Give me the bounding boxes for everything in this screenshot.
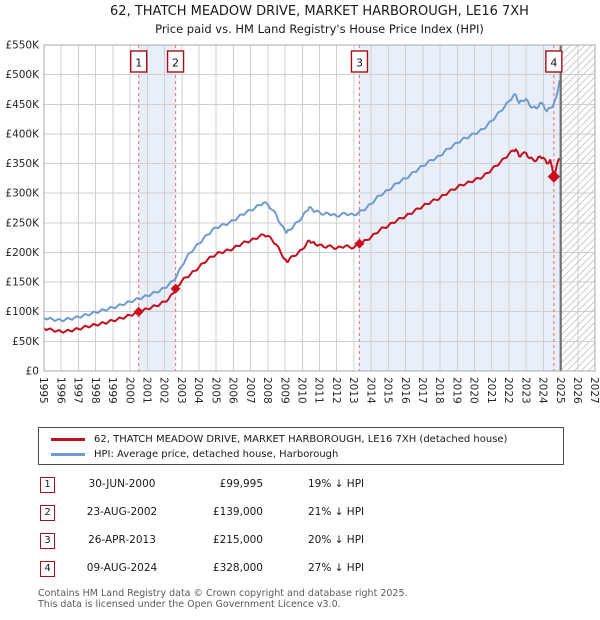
hpi-difference: 27% ↓ HPI <box>308 562 365 574</box>
hpi-difference: 20% ↓ HPI <box>308 534 365 546</box>
x-axis-tick-label: 2005 <box>209 377 221 404</box>
row-marker-number: 2 <box>40 505 55 521</box>
row-marker-number: 4 <box>40 561 55 577</box>
x-axis-tick-label: 2016 <box>399 377 411 404</box>
y-axis-tick-label: £550K <box>5 40 40 52</box>
x-axis-tick-label: 2009 <box>278 377 290 404</box>
license-footer: Contains HM Land Registry data © Crown c… <box>38 588 408 610</box>
x-axis-tick-label: 2024 <box>537 377 549 404</box>
sale-number-label: 1 <box>135 57 142 70</box>
x-axis-tick-label: 2026 <box>571 377 583 404</box>
ownership-band <box>359 45 560 371</box>
y-axis-tick-label: £400K <box>5 128 40 140</box>
x-axis-tick-label: 2018 <box>433 377 445 404</box>
sale-date: 30-JUN-2000 <box>88 478 156 490</box>
y-axis-tick-label: £50K <box>12 336 40 348</box>
sale-marker-diamond <box>133 306 144 317</box>
sale-date: 26-APR-2013 <box>88 534 156 546</box>
sale-date: 09-AUG-2024 <box>86 562 158 574</box>
sale-date: 23-AUG-2002 <box>86 506 158 518</box>
x-axis-tick-label: 2013 <box>347 377 359 404</box>
sale-number-label: 2 <box>172 57 179 70</box>
legend-line-hpi <box>51 452 85 456</box>
y-axis-tick-label: £350K <box>5 158 40 170</box>
legend-label-hpi: HPI: Average price, detached house, Harb… <box>94 449 339 460</box>
x-axis-tick-label: 2023 <box>519 377 531 404</box>
sale-marker-diamond <box>547 170 561 183</box>
page-title: 62, THATCH MEADOW DRIVE, MARKET HARBOROU… <box>110 4 529 19</box>
legend-box: 62, THATCH MEADOW DRIVE, MARKET HARBOROU… <box>38 427 564 465</box>
y-axis-tick-label: £300K <box>5 188 40 200</box>
x-axis-tick-label: 2011 <box>313 377 325 404</box>
sale-number-label: 4 <box>550 57 557 70</box>
x-axis-tick-label: 2007 <box>244 377 256 404</box>
sale-price: £99,995 <box>219 478 263 490</box>
x-axis-tick-label: 2004 <box>192 377 204 404</box>
sale-number-box <box>350 50 369 73</box>
sale-price: £215,000 <box>212 534 263 546</box>
transaction-row: 2 23-AUG-2002 £139,000 21% ↓ HPI <box>40 505 560 523</box>
legend-line-property <box>51 437 85 441</box>
x-axis-tick-label: 2019 <box>450 377 462 404</box>
x-axis-tick-label: 1999 <box>106 377 118 404</box>
price-history-chart: 1 2 3 4 £0 £50K £100K £150K £200K £250K £300K £350K… <box>5 40 600 405</box>
x-axis-tick-label: 2022 <box>502 377 514 404</box>
y-axis-tick-label: £500K <box>5 69 40 81</box>
legend-item-property: 62, THATCH MEADOW DRIVE, MARKET HARBOROU… <box>39 433 563 448</box>
x-axis-tick-label: 2010 <box>295 377 307 404</box>
y-axis-tick-label: £100K <box>5 306 40 318</box>
sale-number-box <box>545 50 563 73</box>
y-axis-tick-label: £450K <box>5 99 40 111</box>
page-subtitle: Price paid vs. HM Land Registry's House … <box>155 22 484 36</box>
transaction-row: 3 26-APR-2013 £215,000 20% ↓ HPI <box>40 533 560 551</box>
future-hatch-region <box>559 45 595 371</box>
row-marker-number: 1 <box>40 477 55 493</box>
sale-number-box <box>166 50 185 73</box>
sale-marker-diamond <box>170 283 181 294</box>
footer-line-2: This data is licensed under the Open Gov… <box>38 598 341 610</box>
hpi-line <box>43 79 561 323</box>
price-paid-line <box>43 148 561 334</box>
x-axis-tick-label: 2003 <box>175 377 187 404</box>
sale-price: £139,000 <box>212 506 263 518</box>
x-axis-tick-label: 1998 <box>89 377 101 404</box>
x-axis-tick-label: 2020 <box>468 377 480 404</box>
sale-price: £328,000 <box>212 562 263 574</box>
x-axis-tick-label: 2008 <box>261 377 273 404</box>
y-axis-tick-label: £200K <box>5 247 40 259</box>
x-axis-tick-label: 2002 <box>158 377 170 404</box>
x-axis-tick-label: 1997 <box>72 377 84 404</box>
hpi-difference: 19% ↓ HPI <box>308 478 365 490</box>
x-axis-tick-label: 2001 <box>141 377 153 404</box>
hpi-difference: 21% ↓ HPI <box>308 506 365 518</box>
legend-item-hpi: HPI: Average price, detached house, Harb… <box>39 448 563 463</box>
x-axis-tick-label: 2027 <box>588 377 600 404</box>
y-axis-tick-label: £150K <box>5 277 40 289</box>
plot-border <box>43 44 596 372</box>
ownership-band <box>138 45 176 371</box>
sale-number-label: 3 <box>356 57 363 70</box>
x-axis-tick-label: 2017 <box>416 377 428 404</box>
x-axis-tick-label: 2025 <box>554 377 566 404</box>
x-axis-tick-label: 1996 <box>54 377 66 404</box>
x-axis-tick-label: 1995 <box>37 377 49 404</box>
legend-label-property: 62, THATCH MEADOW DRIVE, MARKET HARBOROU… <box>94 434 508 445</box>
footer-line-1: Contains HM Land Registry data © Crown c… <box>38 588 408 599</box>
y-axis-tick-label: £0 <box>26 366 39 378</box>
x-axis-tick-label: 2014 <box>364 377 376 404</box>
transaction-row: 1 30-JUN-2000 £99,995 19% ↓ HPI <box>40 477 560 495</box>
x-axis-tick-label: 2000 <box>123 377 135 404</box>
x-axis-tick-label: 2012 <box>330 377 342 404</box>
transaction-row: 4 09-AUG-2024 £328,000 27% ↓ HPI <box>40 561 560 579</box>
sale-number-box <box>130 50 148 73</box>
x-axis-tick-label: 2021 <box>485 377 497 404</box>
x-axis-tick-label: 2015 <box>382 377 394 404</box>
x-axis-tick-label: 2006 <box>227 377 239 404</box>
sale-marker-diamond <box>354 238 365 249</box>
y-axis-tick-label: £250K <box>5 217 40 229</box>
row-marker-number: 3 <box>40 533 55 549</box>
